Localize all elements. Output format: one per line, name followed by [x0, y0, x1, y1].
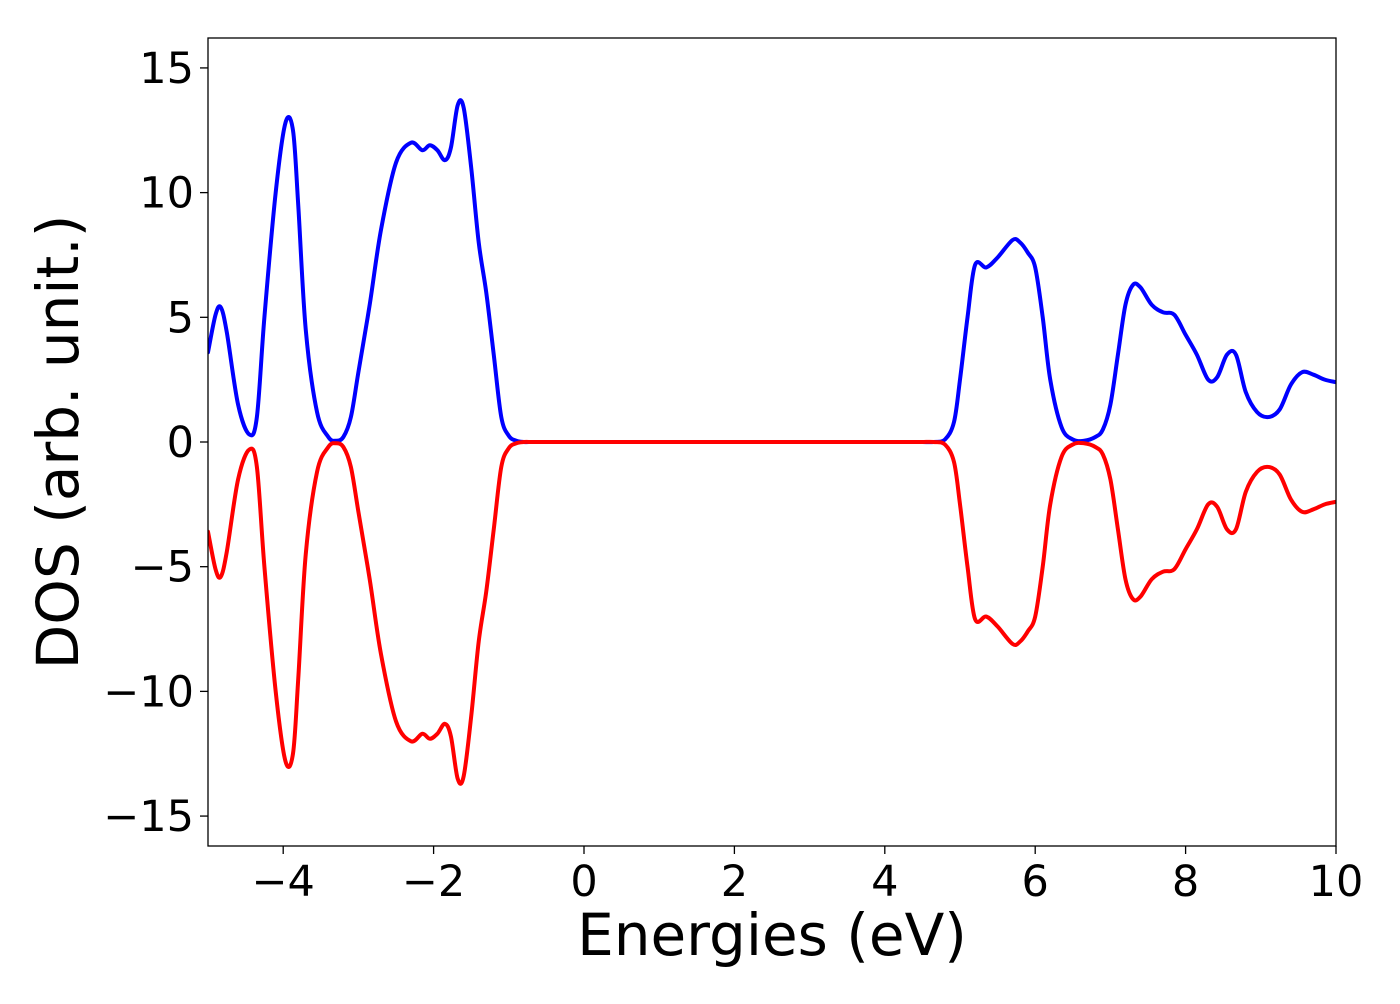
series-layer: [208, 98, 1336, 786]
x-tick-label: 2: [721, 857, 748, 907]
y-tick-label: 15: [139, 44, 194, 94]
x-axis: −4 −2 0 2 4 6 8 10: [252, 846, 1364, 907]
y-axis: −15 −10 −5 0 5 10 15: [103, 44, 208, 842]
x-tick-label: −2: [402, 857, 465, 907]
x-tick-label: 4: [871, 857, 898, 907]
x-axis-label: Energies (eV): [577, 901, 967, 969]
x-tick-label: 8: [1172, 857, 1199, 907]
y-tick-label: 10: [139, 169, 194, 219]
x-tick-label: 6: [1022, 857, 1049, 907]
x-tick-label: 10: [1309, 857, 1364, 907]
y-axis-label: DOS (arb. unit.): [24, 215, 92, 670]
y-tick-label: 5: [167, 293, 194, 343]
y-tick-label: −10: [103, 667, 194, 717]
x-tick-label: −4: [252, 857, 315, 907]
series-line-1: [208, 98, 1336, 445]
series-line-2: [208, 439, 1336, 786]
y-tick-label: −15: [103, 792, 194, 842]
y-tick-label: −5: [131, 543, 194, 593]
y-tick-label: 0: [167, 418, 194, 468]
x-tick-label: 0: [570, 857, 597, 907]
